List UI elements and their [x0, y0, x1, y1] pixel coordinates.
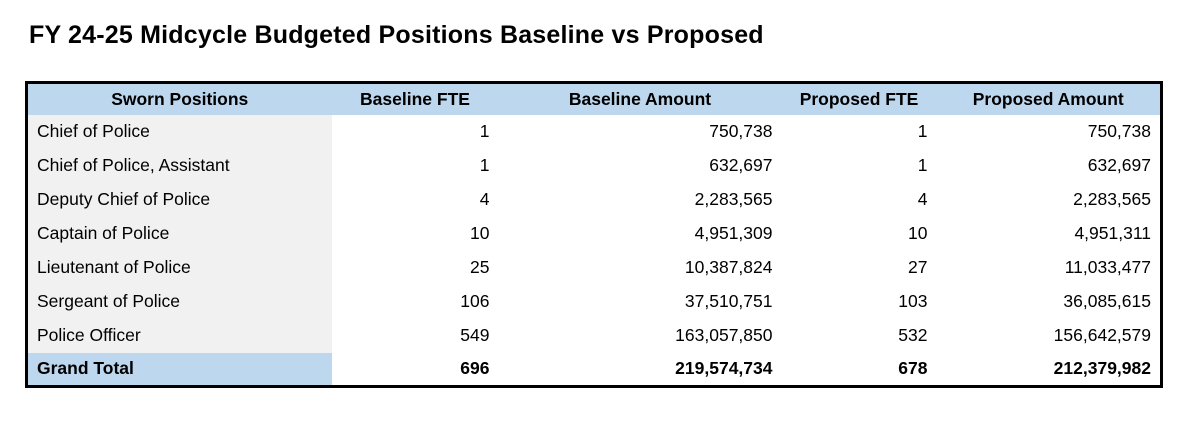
table-body: Chief of Police 1 750,738 1 750,738 Chie…: [26, 114, 1162, 353]
baseline-amount-cell: 163,057,850: [498, 318, 782, 353]
table-row: Chief of Police 1 750,738 1 750,738: [26, 114, 1162, 149]
table-row: Captain of Police 10 4,951,309 10 4,951,…: [26, 216, 1162, 251]
proposed-amount-cell: 156,642,579: [936, 318, 1162, 353]
grand-total-proposed-amount: 212,379,982: [936, 352, 1162, 387]
baseline-amount-cell: 10,387,824: [498, 250, 782, 285]
table-row: Lieutenant of Police 25 10,387,824 27 11…: [26, 250, 1162, 285]
proposed-amount-cell: 36,085,615: [936, 284, 1162, 319]
table-row: Deputy Chief of Police 4 2,283,565 4 2,2…: [26, 182, 1162, 217]
proposed-amount-cell: 11,033,477: [936, 250, 1162, 285]
table-row: Chief of Police, Assistant 1 632,697 1 6…: [26, 148, 1162, 183]
proposed-fte-cell: 4: [781, 182, 937, 217]
position-cell: Police Officer: [26, 318, 332, 353]
position-cell: Deputy Chief of Police: [26, 182, 332, 217]
baseline-fte-cell: 1: [331, 148, 499, 183]
baseline-amount-cell: 4,951,309: [498, 216, 782, 251]
proposed-fte-cell: 1: [781, 114, 937, 149]
baseline-fte-cell: 106: [331, 284, 499, 319]
baseline-amount-cell: 750,738: [498, 114, 782, 149]
baseline-amount-cell: 632,697: [498, 148, 782, 183]
baseline-fte-cell: 4: [331, 182, 499, 217]
baseline-amount-cell: 37,510,751: [498, 284, 782, 319]
grand-total-baseline-fte: 696: [331, 352, 499, 387]
position-cell: Chief of Police: [26, 114, 332, 149]
baseline-fte-cell: 10: [331, 216, 499, 251]
baseline-fte-cell: 1: [331, 114, 499, 149]
baseline-amount-cell: 2,283,565: [498, 182, 782, 217]
proposed-fte-cell: 10: [781, 216, 937, 251]
proposed-fte-cell: 103: [781, 284, 937, 319]
column-header-proposed-fte: Proposed FTE: [781, 82, 937, 115]
grand-total-proposed-fte: 678: [781, 352, 937, 387]
proposed-fte-cell: 532: [781, 318, 937, 353]
proposed-fte-cell: 1: [781, 148, 937, 183]
grand-total-baseline-amount: 219,574,734: [498, 352, 782, 387]
table-row: Sergeant of Police 106 37,510,751 103 36…: [26, 284, 1162, 319]
grand-total-row: Grand Total 696 219,574,734 678 212,379,…: [26, 352, 1162, 387]
position-cell: Sergeant of Police: [26, 284, 332, 319]
page-title: FY 24-25 Midcycle Budgeted Positions Bas…: [29, 21, 764, 49]
baseline-fte-cell: 549: [331, 318, 499, 353]
document-page: FY 24-25 Midcycle Budgeted Positions Bas…: [25, 21, 1163, 388]
proposed-amount-cell: 4,951,311: [936, 216, 1162, 251]
proposed-amount-cell: 750,738: [936, 114, 1162, 149]
proposed-fte-cell: 27: [781, 250, 937, 285]
grand-total-label: Grand Total: [26, 352, 332, 387]
position-cell: Chief of Police, Assistant: [26, 148, 332, 183]
proposed-amount-cell: 632,697: [936, 148, 1162, 183]
column-header-baseline-amount: Baseline Amount: [498, 82, 782, 115]
budget-positions-table: Sworn Positions Baseline FTE Baseline Am…: [25, 81, 1163, 388]
position-cell: Lieutenant of Police: [26, 250, 332, 285]
proposed-amount-cell: 2,283,565: [936, 182, 1162, 217]
column-header-baseline-fte: Baseline FTE: [331, 82, 499, 115]
header-row: Sworn Positions Baseline FTE Baseline Am…: [26, 82, 1162, 115]
table-row: Police Officer 549 163,057,850 532 156,6…: [26, 318, 1162, 353]
column-header-proposed-amount: Proposed Amount: [936, 82, 1162, 115]
column-header-sworn-positions: Sworn Positions: [26, 82, 332, 115]
position-cell: Captain of Police: [26, 216, 332, 251]
baseline-fte-cell: 25: [331, 250, 499, 285]
